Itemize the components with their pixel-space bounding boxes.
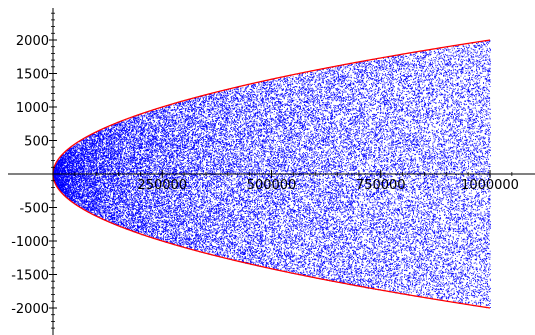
y-tick-label: 1500 <box>16 68 49 83</box>
envelope-curves <box>52 39 491 309</box>
upper-envelope-curve <box>52 39 491 174</box>
axes: 250000 500000 750000 1000000 2000 1500 1000 500… <box>8 8 535 335</box>
x-tick-label: 1000000 <box>461 178 519 193</box>
y-tick-label: 2000 <box>16 34 49 49</box>
x-tick-label: 250000 <box>137 178 187 193</box>
x-tick-label: 500000 <box>247 178 297 193</box>
y-tick-label: -2000 <box>11 302 49 317</box>
y-tick-label: -1500 <box>11 269 49 284</box>
y-tick-label: -1000 <box>11 235 49 250</box>
lower-envelope-curve <box>52 174 491 309</box>
y-tick-label: -500 <box>19 202 49 217</box>
scatter-point-cloud <box>53 40 491 309</box>
x-tick-label: 750000 <box>356 178 406 193</box>
y-tick-label: 500 <box>24 135 49 150</box>
y-tick-label: 1000 <box>16 101 49 116</box>
scatter-points <box>53 40 491 309</box>
